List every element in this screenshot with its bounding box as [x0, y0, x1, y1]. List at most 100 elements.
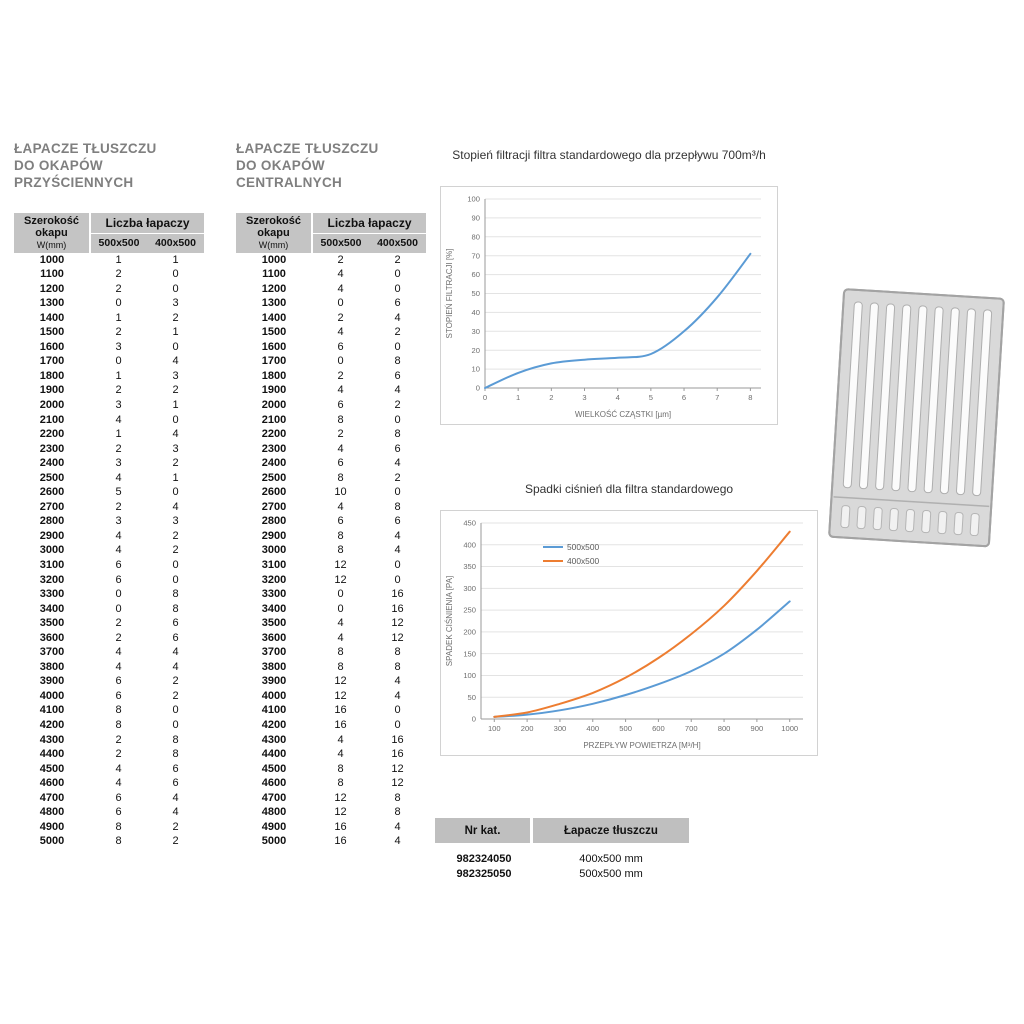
- table-row: 1300 0 6: [236, 296, 426, 311]
- hood-width-cell: 3500: [39, 617, 65, 630]
- catcher-count-cell: 4: [337, 442, 344, 455]
- x-tick-label: 600: [652, 724, 665, 733]
- catcher-count-cell: 10: [334, 486, 347, 499]
- pressure-chart: 0 50 100 150 200 250 300 350 400 450 100 200 300 400 5…: [445, 519, 803, 750]
- hood-width-cell: 4100: [39, 704, 65, 717]
- catcher-count-cell: 0: [172, 704, 179, 717]
- hood-width-cell: 1400: [39, 311, 65, 324]
- hood-width-cell: 4600: [39, 777, 65, 790]
- catcher-count-cell: 4: [115, 413, 122, 426]
- y-tick-label: 20: [472, 346, 480, 355]
- title-line: DO OKAPÓW: [236, 158, 325, 173]
- title-line: CENTRALNYCH: [236, 175, 343, 190]
- title-line: DO OKAPÓW: [14, 158, 103, 173]
- y-tick-label: 30: [472, 327, 480, 336]
- catcher-count-cell: 6: [337, 398, 344, 411]
- table-row: 1000 2 2: [236, 253, 426, 268]
- filter-slat: [875, 303, 896, 491]
- catcher-count-cell: 8: [394, 791, 401, 804]
- catcher-count-cell: 8: [337, 413, 344, 426]
- y-tick-label: 0: [472, 715, 476, 724]
- catcher-count-cell: 6: [337, 340, 344, 353]
- catcher-count-cell: 4: [394, 529, 401, 542]
- filter-slat-bottom: [969, 512, 980, 537]
- catcher-count-cell: 2: [337, 253, 344, 266]
- catalog-size-cell: 400x500 mm: [579, 853, 643, 865]
- filter-slat-bottom: [872, 507, 883, 531]
- catcher-count-cell: 8: [394, 355, 401, 368]
- catcher-count-cell: 0: [172, 340, 179, 353]
- hood-width-cell: 3600: [261, 631, 287, 644]
- catcher-count-cell: 12: [334, 689, 347, 702]
- x-tick-label: 3: [582, 393, 586, 402]
- catcher-count-cell: 4: [172, 355, 179, 368]
- catcher-count-cell: 0: [394, 573, 401, 586]
- x-tick-label: 4: [616, 393, 620, 402]
- table-row: 4600 4 6: [14, 776, 204, 791]
- y-tick-label: 70: [472, 251, 480, 260]
- hood-width-cell: 3400: [39, 602, 65, 615]
- catcher-count-cell: 6: [337, 457, 344, 470]
- y-tick-label: 10: [472, 365, 480, 374]
- catcher-count-cell: 12: [391, 762, 404, 775]
- filter-slat-bottom: [856, 506, 867, 530]
- catcher-count-cell: 2: [337, 428, 344, 441]
- catcher-count-cell: 4: [172, 428, 179, 441]
- hood-width-cell: 2900: [39, 529, 65, 542]
- catcher-count-cell: 2: [172, 675, 179, 688]
- catcher-count-cell: 4: [337, 384, 344, 397]
- hood-width-cell: 3900: [39, 675, 65, 688]
- catcher-count-cell: 2: [115, 500, 122, 513]
- hood-width-cell: 4000: [39, 689, 65, 702]
- catcher-count-cell: 8: [115, 820, 122, 833]
- hood-width-cell: 2000: [261, 398, 287, 411]
- catcher-count-cell: 6: [172, 762, 179, 775]
- catcher-count-cell: 4: [337, 326, 344, 339]
- catcher-count-cell: 3: [115, 340, 122, 353]
- hood-width-cell: 2600: [39, 486, 65, 499]
- catalog-row: 982325050 500x500 mm: [435, 867, 689, 882]
- catcher-count-cell: 4: [337, 617, 344, 630]
- hood-width-cell: 4300: [39, 733, 65, 746]
- hood-width-cell: 2900: [261, 529, 287, 542]
- hood-width-cell: 1100: [262, 268, 286, 281]
- catcher-count-cell: 0: [115, 297, 122, 310]
- catcher-count-cell: 16: [391, 588, 404, 601]
- table-row: 1500 4 2: [236, 325, 426, 340]
- catcher-count-cell: 1: [115, 369, 122, 382]
- hood-width-cell: 2200: [261, 428, 287, 441]
- filter-slat-bottom: [840, 505, 851, 529]
- catcher-count-cell: 4: [337, 748, 344, 761]
- catcher-count-cell: 6: [394, 369, 401, 382]
- catcher-count-cell: 12: [334, 675, 347, 688]
- table-row: 3300 0 8: [14, 587, 204, 602]
- filtration-chart-block: Stopień filtracji filtra standardowego d…: [440, 148, 778, 430]
- table-row: 3500 4 12: [236, 616, 426, 631]
- table-row: 2600 10 0: [236, 485, 426, 500]
- title-line: ŁAPACZE TŁUSZCZU: [236, 141, 379, 156]
- catcher-count-cell: 8: [172, 733, 179, 746]
- table-row: 4700 6 4: [14, 791, 204, 806]
- table-row: 4100 8 0: [14, 703, 204, 718]
- table-row: 3100 6 0: [14, 558, 204, 573]
- catcher-count-cell: 4: [115, 762, 122, 775]
- x-tick-label: 900: [751, 724, 764, 733]
- table-row: 1100 4 0: [236, 267, 426, 282]
- hood-width-cell: 1800: [39, 369, 65, 382]
- y-axis-label: SPADEK CIŚNIENIA [PA]: [445, 576, 454, 666]
- catcher-count-cell: 6: [394, 297, 401, 310]
- catcher-count-cell: 6: [337, 515, 344, 528]
- series-line-500x500: [493, 600, 791, 718]
- hood-width-cell: 2400: [39, 457, 65, 470]
- hood-width-cell: 3500: [261, 617, 287, 630]
- hood-width-cell: 1000: [39, 253, 65, 266]
- legend-label-400x500: 400x500: [567, 556, 599, 566]
- filter-slat: [858, 302, 879, 490]
- catcher-count-cell: 16: [334, 820, 347, 833]
- hood-width-cell: 3200: [39, 573, 65, 586]
- catcher-count-cell: 0: [115, 602, 122, 615]
- table-row: 1900 2 2: [14, 383, 204, 398]
- x-tick-label: 300: [554, 724, 567, 733]
- hood-width-cell: 4200: [261, 719, 287, 731]
- hood-width-cell: 4000: [261, 689, 287, 702]
